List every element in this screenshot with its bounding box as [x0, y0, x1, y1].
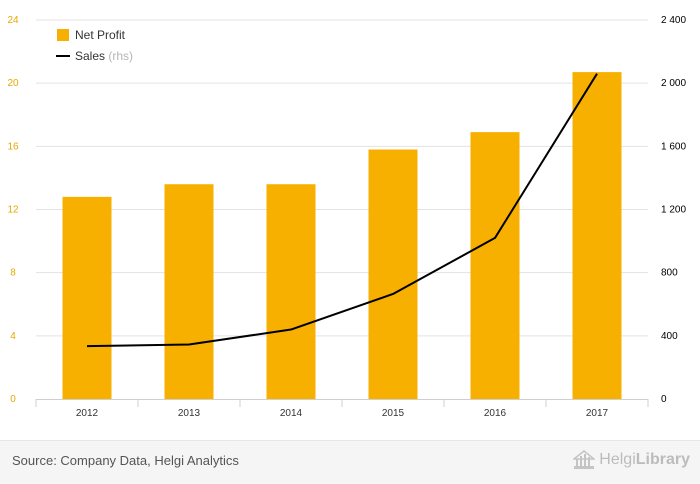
bar-series-net-profit — [62, 72, 622, 400]
legend-label-sales: Sales (rhs) — [75, 49, 133, 63]
bar-net-profit — [470, 132, 520, 399]
right-tick-label: 1 600 — [661, 141, 686, 152]
x-tick-label: 2014 — [280, 408, 303, 419]
chart: 2012 2013 2014 2015 2016 2017 0 4 8 12 16 20 24 0 40… — [7, 15, 686, 419]
x-tick-label: 2013 — [178, 408, 201, 419]
library-building-icon — [573, 450, 596, 469]
bar-net-profit — [572, 72, 622, 400]
left-tick-label: 16 — [7, 141, 19, 152]
bar-net-profit — [62, 196, 112, 399]
x-tick-label: 2017 — [586, 408, 609, 419]
legend-swatch-net-profit — [57, 29, 69, 41]
brand-logo: Helgi Library — [573, 450, 690, 470]
legend: Net Profit Sales (rhs) — [56, 28, 133, 63]
left-tick-label: 12 — [7, 205, 19, 216]
right-tick-label: 400 — [661, 331, 678, 342]
right-tick-label: 2 000 — [661, 78, 686, 89]
left-tick-label: 8 — [10, 268, 16, 279]
right-axis-ticks: 0 400 800 1 200 1 600 2 000 2 400 — [661, 15, 686, 405]
x-tick-label: 2015 — [382, 408, 405, 419]
bar-net-profit — [266, 184, 316, 399]
right-tick-label: 2 400 — [661, 15, 686, 26]
bar-net-profit — [164, 184, 214, 399]
grid-lines — [36, 19, 648, 337]
footer: Source: Company Data, Helgi Analytics He… — [0, 440, 700, 484]
x-axis: 2012 2013 2014 2015 2016 2017 — [35, 399, 649, 419]
right-tick-label: 800 — [661, 268, 678, 279]
left-tick-label: 4 — [10, 331, 16, 342]
left-tick-label: 20 — [7, 78, 19, 89]
left-tick-label: 24 — [7, 15, 19, 26]
left-tick-label: 0 — [10, 394, 16, 405]
right-tick-label: 1 200 — [661, 205, 686, 216]
source-note: Source: Company Data, Helgi Analytics — [12, 453, 239, 468]
left-axis-ticks: 0 4 8 12 16 20 24 — [7, 15, 19, 405]
brand-name-bold: Library — [635, 451, 690, 468]
x-tick-label: 2016 — [484, 408, 507, 419]
legend-rhs-note: (rhs) — [105, 49, 133, 63]
right-tick-label: 0 — [661, 394, 667, 405]
line-series-sales — [86, 73, 598, 348]
x-tick-label: 2012 — [76, 408, 99, 419]
line-sales — [86, 73, 598, 348]
brand-name-regular: Helgi — [599, 451, 636, 468]
bar-net-profit — [368, 149, 418, 399]
legend-label-net-profit: Net Profit — [75, 28, 126, 42]
